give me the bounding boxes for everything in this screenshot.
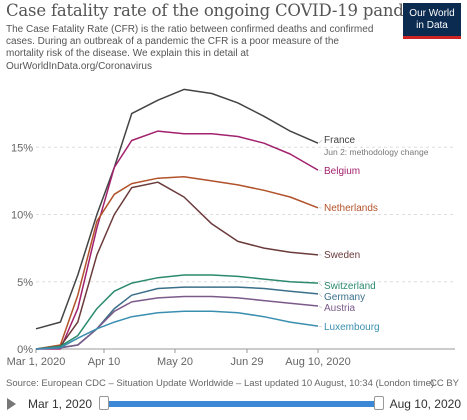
x-tick-label: Jun 29 (230, 356, 263, 368)
timeline-end-handle[interactable] (374, 396, 384, 410)
series-line-luxembourg[interactable] (35, 310, 319, 350)
y-tick-label: 10% (11, 210, 33, 222)
y-tick-label: 0% (17, 344, 33, 356)
owid-logo[interactable]: Our World in Data (403, 3, 461, 39)
series-label-netherlands[interactable]: Netherlands (324, 203, 378, 214)
series-label-france[interactable]: France (324, 135, 356, 146)
timeline-track[interactable] (104, 401, 379, 407)
timeline-end-label: Aug 10, 2020 (389, 397, 461, 411)
series-label-sweden[interactable]: Sweden (324, 250, 360, 261)
series-line-switzerland[interactable] (35, 274, 319, 350)
label-connector (318, 139, 323, 144)
x-tick-label: Apr 10 (88, 356, 120, 368)
series-labels: France Belgium Netherlands Sweden Switzerlan… (318, 135, 380, 333)
timeline-start-label: Mar 1, 2020 (28, 397, 93, 411)
grid-lines (35, 146, 455, 353)
series-line-france[interactable] (35, 88, 319, 330)
play-icon[interactable] (7, 398, 16, 410)
x-tick-label: Aug 10, 2020 (285, 356, 350, 368)
series-line-austria[interactable] (35, 295, 319, 350)
series-label-belgium[interactable]: Belgium (324, 166, 360, 177)
timeline-controls: Mar 1, 2020 Aug 10, 2020 (0, 392, 467, 416)
source-note: Source: European CDC – Situation Update … (6, 378, 435, 389)
series-label-austria[interactable]: Austria (324, 303, 356, 314)
series-line-netherlands[interactable] (35, 176, 319, 350)
label-connector (318, 293, 323, 298)
axis-labels: 0% 5% 10% 15% Mar 1, 2020 Apr 10 May 20 Jun 29 A… (7, 142, 351, 368)
logo-line2: in Data (416, 20, 448, 31)
timeline-start-handle[interactable] (99, 396, 109, 410)
series-line-sweden[interactable] (35, 181, 319, 350)
label-connector (318, 325, 323, 328)
series-lines (35, 88, 319, 350)
line-chart: 0% 5% 10% 15% Mar 1, 2020 Apr 10 May 20 Jun 29 A… (7, 88, 455, 368)
series-label-switzerland[interactable]: Switzerland (324, 281, 376, 292)
label-connector (318, 282, 323, 287)
y-tick-label: 5% (17, 277, 33, 289)
label-connector (318, 305, 323, 309)
series-line-belgium[interactable] (36, 130, 319, 350)
label-connector (318, 169, 323, 172)
chart-subtitle: The Case Fatality Rate (CFR) is the rati… (6, 24, 374, 72)
logo-line1: Our World (409, 8, 455, 19)
license-link[interactable]: CC BY (429, 378, 459, 389)
x-tick-label: May 20 (157, 356, 193, 368)
series-label-germany[interactable]: Germany (324, 292, 365, 303)
x-tick-label: Mar 1, 2020 (7, 356, 66, 368)
series-label-luxembourg[interactable]: Luxembourg (324, 322, 380, 333)
chart-title: Case fatality rate of the ongoing COVID-… (6, 1, 443, 20)
y-tick-label: 15% (11, 142, 33, 154)
methodology-note: Jun 2: methodology change (324, 147, 429, 157)
